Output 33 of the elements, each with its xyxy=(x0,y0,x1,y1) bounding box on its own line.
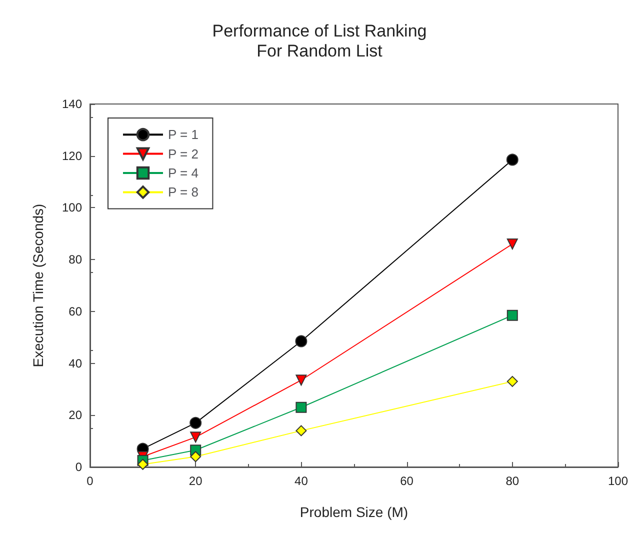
point xyxy=(190,416,202,429)
x-tick-label: 20 xyxy=(188,474,203,488)
point xyxy=(506,238,518,250)
y-tick-label: 80 xyxy=(68,252,82,267)
y-tick-label: 120 xyxy=(62,148,82,163)
x-tick-label: 60 xyxy=(400,474,414,488)
point xyxy=(295,335,308,348)
point xyxy=(296,425,307,436)
y-tick-label: 100 xyxy=(62,200,82,215)
x-tick-label: 40 xyxy=(294,474,308,488)
point xyxy=(190,432,202,443)
point xyxy=(296,374,307,386)
point xyxy=(506,154,518,166)
y-tick-label: 0 xyxy=(75,460,82,474)
x-tick-label: 0 xyxy=(86,474,94,488)
point xyxy=(506,376,518,387)
point xyxy=(296,402,307,413)
x-tick-label: 80 xyxy=(506,474,520,488)
point xyxy=(506,310,518,321)
point xyxy=(190,451,202,462)
legend-label: P = 2 xyxy=(168,146,198,162)
legend-label: P = 1 xyxy=(168,127,198,142)
legend-label: P = 8 xyxy=(168,184,198,200)
x-tick-label: 100 xyxy=(608,474,628,488)
legend-label: P = 4 xyxy=(168,166,198,180)
point xyxy=(137,458,148,470)
y-tick-label: 60 xyxy=(68,304,82,318)
y-tick-label: 40 xyxy=(68,356,82,370)
y-tick-label: 20 xyxy=(68,408,82,422)
y-tick-label: 140 xyxy=(62,97,82,111)
chart-title: Performance of List Ranking For Random List xyxy=(212,22,427,60)
y-axis-title: Execution Time (Seconds) xyxy=(30,204,46,368)
x-axis-title: Problem Size (M) xyxy=(300,504,408,520)
